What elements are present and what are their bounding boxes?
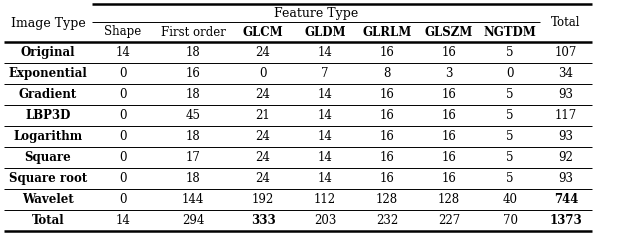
Text: 5: 5 [506, 130, 514, 143]
Text: Exponential: Exponential [8, 67, 88, 80]
Text: 232: 232 [376, 214, 398, 227]
Text: 16: 16 [442, 130, 456, 143]
Text: 5: 5 [506, 151, 514, 164]
Text: 24: 24 [255, 88, 271, 101]
Text: 16: 16 [380, 130, 394, 143]
Text: 0: 0 [506, 67, 514, 80]
Text: 16: 16 [380, 172, 394, 185]
Text: GLCM: GLCM [243, 26, 284, 39]
Text: 14: 14 [317, 130, 332, 143]
Text: 24: 24 [255, 172, 271, 185]
Text: 16: 16 [186, 67, 200, 80]
Text: 16: 16 [380, 88, 394, 101]
Text: 16: 16 [442, 151, 456, 164]
Text: 5: 5 [506, 46, 514, 59]
Text: First order: First order [161, 26, 225, 39]
Text: 14: 14 [317, 172, 332, 185]
Text: 203: 203 [314, 214, 336, 227]
Text: 117: 117 [555, 109, 577, 122]
Text: Total: Total [32, 214, 64, 227]
Text: 5: 5 [506, 109, 514, 122]
Text: 3: 3 [445, 67, 452, 80]
Text: 8: 8 [383, 67, 390, 80]
Text: 16: 16 [442, 88, 456, 101]
Text: 14: 14 [317, 109, 332, 122]
Text: 45: 45 [186, 109, 200, 122]
Text: 333: 333 [251, 214, 275, 227]
Text: GLDM: GLDM [304, 26, 346, 39]
Text: 18: 18 [186, 88, 200, 101]
Text: 14: 14 [116, 214, 131, 227]
Text: Logarithm: Logarithm [13, 130, 83, 143]
Text: 0: 0 [119, 130, 127, 143]
Text: Gradient: Gradient [19, 88, 77, 101]
Text: 34: 34 [559, 67, 573, 80]
Text: 0: 0 [119, 172, 127, 185]
Text: Original: Original [20, 46, 76, 59]
Text: 294: 294 [182, 214, 204, 227]
Text: GLRLM: GLRLM [362, 26, 412, 39]
Text: 16: 16 [380, 151, 394, 164]
Text: Total: Total [551, 16, 580, 30]
Text: 24: 24 [255, 151, 271, 164]
Text: 16: 16 [442, 172, 456, 185]
Text: 21: 21 [255, 109, 270, 122]
Text: GLSZM: GLSZM [425, 26, 473, 39]
Text: 16: 16 [380, 46, 394, 59]
Text: 24: 24 [255, 130, 271, 143]
Text: 14: 14 [317, 88, 332, 101]
Text: 744: 744 [554, 193, 578, 206]
Text: 0: 0 [119, 109, 127, 122]
Text: 16: 16 [380, 109, 394, 122]
Text: 92: 92 [559, 151, 573, 164]
Text: 5: 5 [506, 172, 514, 185]
Text: 0: 0 [259, 67, 267, 80]
Text: 128: 128 [438, 193, 460, 206]
Text: 1373: 1373 [550, 214, 582, 227]
Text: 192: 192 [252, 193, 274, 206]
Text: 18: 18 [186, 130, 200, 143]
Text: 16: 16 [442, 46, 456, 59]
Text: 17: 17 [186, 151, 200, 164]
Text: 107: 107 [555, 46, 577, 59]
Text: 227: 227 [438, 214, 460, 227]
Text: 40: 40 [502, 193, 518, 206]
Text: 70: 70 [502, 214, 518, 227]
Text: 18: 18 [186, 172, 200, 185]
Text: 24: 24 [255, 46, 271, 59]
Text: Wavelet: Wavelet [22, 193, 74, 206]
Text: NGTDM: NGTDM [484, 26, 536, 39]
Text: 0: 0 [119, 67, 127, 80]
Text: 5: 5 [506, 88, 514, 101]
Text: 14: 14 [116, 46, 131, 59]
Text: 0: 0 [119, 193, 127, 206]
Text: 16: 16 [442, 109, 456, 122]
Text: Image Type: Image Type [11, 16, 85, 30]
Text: 0: 0 [119, 151, 127, 164]
Text: 14: 14 [317, 46, 332, 59]
Text: 144: 144 [182, 193, 204, 206]
Text: 112: 112 [314, 193, 336, 206]
Text: Feature Type: Feature Type [274, 7, 358, 20]
Text: 7: 7 [321, 67, 329, 80]
Text: 93: 93 [559, 172, 573, 185]
Text: Square: Square [24, 151, 72, 164]
Text: Square root: Square root [9, 172, 87, 185]
Text: 93: 93 [559, 88, 573, 101]
Text: 0: 0 [119, 88, 127, 101]
Text: 18: 18 [186, 46, 200, 59]
Text: LBP3D: LBP3D [26, 109, 70, 122]
Text: Shape: Shape [104, 26, 141, 39]
Text: 93: 93 [559, 130, 573, 143]
Text: 128: 128 [376, 193, 398, 206]
Text: 14: 14 [317, 151, 332, 164]
